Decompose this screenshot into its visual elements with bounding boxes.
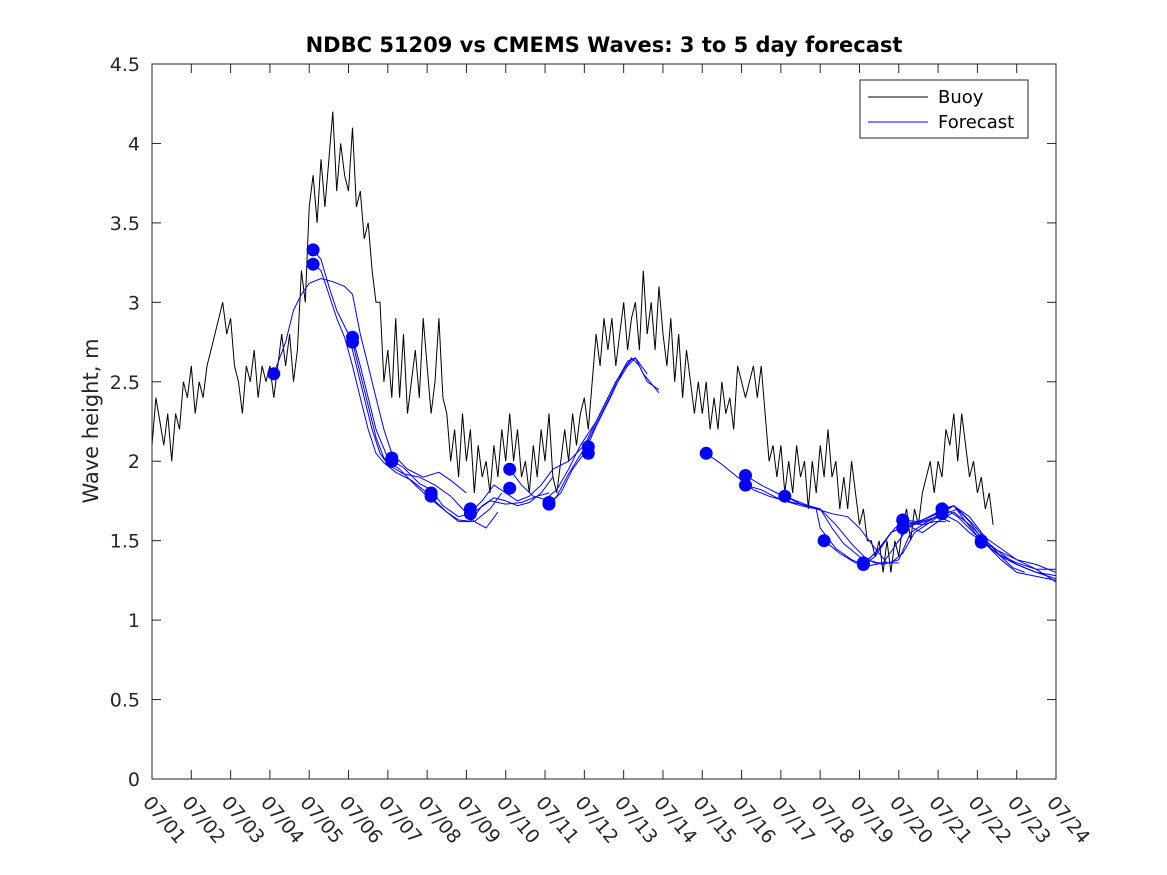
- y-tick-label-9: 4.5: [110, 54, 140, 76]
- forecast-marker-14: [542, 497, 556, 511]
- x-tick-label-0: 07/01: [138, 792, 190, 848]
- plot-frame: [151, 63, 1057, 780]
- legend-forecast-label: Forecast: [938, 112, 1014, 133]
- forecast-marker-21: [817, 534, 831, 548]
- forecast-line-16: [902, 508, 1056, 580]
- forecast-marker-8: [424, 489, 438, 503]
- chart-title: NDBC 51209 vs CMEMS Waves: 3 to 5 day fo…: [306, 33, 903, 57]
- forecast-marker-18: [739, 469, 752, 482]
- y-axis-label: Wave height, m: [79, 338, 103, 503]
- forecast-line-2: [312, 263, 503, 523]
- x-tick-label-20: 07/21: [924, 792, 976, 848]
- buoy-series-line: [152, 111, 994, 573]
- forecast-marker-4: [346, 335, 359, 349]
- forecast-line-17: [902, 513, 1056, 570]
- forecast-line-5: [470, 357, 660, 513]
- forecast-marker-6: [385, 454, 399, 468]
- x-tick-label-2: 07/03: [217, 792, 269, 848]
- forecast-line-8: [548, 359, 632, 505]
- x-tick-label-19: 07/20: [885, 792, 937, 848]
- x-tick-label-18: 07/19: [846, 792, 898, 848]
- x-tick-label-6: 07/07: [374, 792, 426, 848]
- forecast-line-18: [941, 505, 1056, 573]
- y-tick-label-2: 1: [128, 610, 140, 632]
- x-tick-label-10: 07/11: [531, 792, 583, 848]
- forecast-marker-27: [935, 507, 949, 521]
- x-tick-label-16: 07/17: [767, 792, 819, 848]
- y-tick-label-8: 4: [128, 133, 140, 155]
- y-tick-label-7: 3.5: [110, 213, 140, 235]
- plot-area: [152, 64, 1056, 779]
- forecast-marker-12: [503, 481, 517, 495]
- forecast-marker-23: [856, 558, 870, 571]
- x-tick-label-17: 07/18: [806, 792, 858, 848]
- x-tick-label-3: 07/04: [256, 792, 308, 848]
- forecast-line-7: [548, 357, 648, 505]
- legend: Buoy Forecast: [859, 79, 1029, 139]
- x-tick-label-15: 07/16: [728, 792, 780, 848]
- forecast-marker-16: [581, 446, 595, 460]
- forecast-marker-2: [306, 257, 320, 271]
- x-tick-label-22: 07/23: [1003, 792, 1055, 848]
- forecast-marker-0: [267, 367, 281, 381]
- y-tick-label-5: 2.5: [110, 372, 140, 394]
- data-layer: [152, 111, 1056, 583]
- forecast-marker-10: [463, 507, 477, 521]
- x-tick-label-14: 07/15: [688, 792, 740, 848]
- y-tick-label-4: 2: [128, 451, 140, 473]
- y-tick-label-6: 3: [128, 292, 140, 314]
- x-tick-label-7: 07/08: [413, 792, 465, 848]
- legend-box: [859, 79, 1029, 139]
- y-tick-label-3: 1.5: [110, 531, 140, 553]
- x-tick-label-23: 07/24: [1042, 792, 1094, 848]
- x-tick-label-5: 07/06: [335, 792, 387, 848]
- forecast-line-4: [352, 341, 554, 523]
- x-tick-label-4: 07/05: [295, 792, 347, 848]
- x-tick-label-1: 07/02: [177, 792, 229, 848]
- x-tick-label-11: 07/12: [570, 792, 622, 848]
- x-tick-label-9: 07/10: [492, 792, 544, 848]
- x-tick-label-13: 07/14: [649, 792, 701, 848]
- legend-buoy-label: Buoy: [938, 87, 984, 108]
- x-tick-label-12: 07/13: [610, 792, 662, 848]
- forecast-marker-1: [306, 243, 320, 257]
- forecast-marker-19: [739, 478, 752, 492]
- forecast-marker-17: [699, 446, 713, 460]
- x-tick-label-8: 07/09: [453, 792, 505, 848]
- forecast-marker-29: [974, 535, 988, 549]
- forecast-marker-20: [778, 489, 792, 503]
- y-tick-label-0: 0: [128, 769, 140, 791]
- forecast-line-0: [273, 277, 467, 494]
- x-tick-label-21: 07/22: [964, 792, 1016, 848]
- forecast-marker-25: [896, 521, 910, 535]
- y-tick-label-1: 0.5: [110, 690, 140, 712]
- forecast-marker-11: [503, 462, 517, 476]
